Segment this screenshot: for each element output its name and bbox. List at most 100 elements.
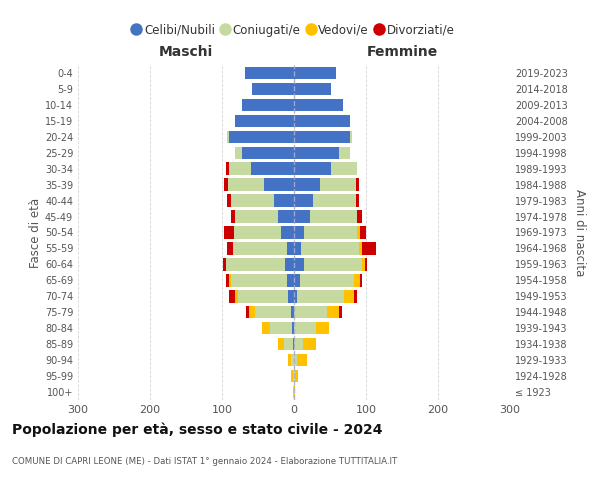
Bar xyxy=(281,226,294,238)
Bar xyxy=(242,98,294,111)
Bar xyxy=(229,130,294,143)
Bar xyxy=(294,178,320,191)
Bar xyxy=(227,194,230,207)
Bar xyxy=(224,226,234,238)
Bar xyxy=(294,146,338,159)
Bar xyxy=(270,322,292,334)
Bar xyxy=(255,306,291,318)
Bar xyxy=(288,290,294,302)
Bar xyxy=(294,210,310,223)
Y-axis label: Fasce di età: Fasce di età xyxy=(29,198,42,268)
Bar xyxy=(233,242,287,254)
Legend: Celibi/Nubili, Coniugati/e, Vedovi/e, Divorziati/e: Celibi/Nubili, Coniugati/e, Vedovi/e, Di… xyxy=(129,19,459,42)
Bar xyxy=(286,258,294,270)
Bar xyxy=(294,354,297,366)
Bar xyxy=(320,178,356,191)
Bar xyxy=(294,82,331,95)
Bar xyxy=(288,354,291,366)
Bar xyxy=(356,178,359,191)
Bar xyxy=(262,322,270,334)
Bar xyxy=(294,162,331,175)
Bar xyxy=(230,274,287,286)
Bar xyxy=(295,370,298,382)
Bar xyxy=(224,178,228,191)
Bar xyxy=(278,338,284,350)
Bar xyxy=(294,130,350,143)
Bar xyxy=(294,258,304,270)
Bar xyxy=(350,130,352,143)
Bar xyxy=(226,258,286,270)
Bar xyxy=(245,67,294,79)
Bar xyxy=(293,370,294,382)
Bar xyxy=(304,258,362,270)
Bar xyxy=(235,114,294,127)
Bar xyxy=(359,274,362,286)
Bar xyxy=(234,226,281,238)
Bar xyxy=(291,354,294,366)
Bar xyxy=(247,306,250,318)
Bar xyxy=(327,306,338,318)
Bar xyxy=(235,210,278,223)
Bar xyxy=(252,82,294,95)
Bar xyxy=(229,274,230,286)
Bar xyxy=(300,274,354,286)
Bar xyxy=(227,242,233,254)
Bar xyxy=(235,290,238,302)
Bar xyxy=(235,146,242,159)
Bar xyxy=(274,194,294,207)
Bar xyxy=(293,386,294,398)
Text: Maschi: Maschi xyxy=(159,44,213,59)
Bar xyxy=(228,178,264,191)
Text: Popolazione per età, sesso e stato civile - 2024: Popolazione per età, sesso e stato civil… xyxy=(12,422,383,437)
Bar xyxy=(226,162,229,175)
Bar xyxy=(359,242,362,254)
Bar xyxy=(310,210,356,223)
Bar xyxy=(227,130,229,143)
Bar xyxy=(338,146,350,159)
Bar xyxy=(304,226,358,238)
Bar xyxy=(365,258,367,270)
Bar xyxy=(251,162,294,175)
Bar xyxy=(223,258,226,270)
Bar xyxy=(355,290,358,302)
Bar xyxy=(230,194,274,207)
Bar xyxy=(297,290,344,302)
Bar xyxy=(294,242,301,254)
Bar xyxy=(294,194,313,207)
Text: COMUNE DI CAPRI LEONE (ME) - Dati ISTAT 1° gennaio 2024 - Elaborazione TUTTITALI: COMUNE DI CAPRI LEONE (ME) - Dati ISTAT … xyxy=(12,458,397,466)
Bar xyxy=(294,114,350,127)
Bar xyxy=(232,210,235,223)
Y-axis label: Anni di nascita: Anni di nascita xyxy=(573,189,586,276)
Bar xyxy=(354,274,359,286)
Bar xyxy=(338,306,341,318)
Bar xyxy=(226,274,229,286)
Bar xyxy=(287,274,294,286)
Bar xyxy=(360,226,366,238)
Bar xyxy=(356,194,359,207)
Bar xyxy=(293,338,294,350)
Bar xyxy=(356,210,362,223)
Bar xyxy=(294,386,295,398)
Bar xyxy=(294,290,297,302)
Text: Femmine: Femmine xyxy=(367,44,437,59)
Bar xyxy=(294,306,327,318)
Bar xyxy=(292,322,294,334)
Bar xyxy=(297,354,307,366)
Bar xyxy=(294,338,302,350)
Bar xyxy=(331,162,358,175)
Bar xyxy=(294,67,336,79)
Bar xyxy=(250,306,255,318)
Bar xyxy=(344,290,355,302)
Bar xyxy=(284,338,293,350)
Bar xyxy=(294,226,304,238)
Bar xyxy=(294,274,300,286)
Bar xyxy=(302,338,316,350)
Bar xyxy=(291,306,294,318)
Bar xyxy=(278,210,294,223)
Bar xyxy=(242,146,294,159)
Bar xyxy=(287,242,294,254)
Bar xyxy=(362,242,376,254)
Bar xyxy=(294,370,295,382)
Bar xyxy=(238,290,288,302)
Bar xyxy=(301,242,359,254)
